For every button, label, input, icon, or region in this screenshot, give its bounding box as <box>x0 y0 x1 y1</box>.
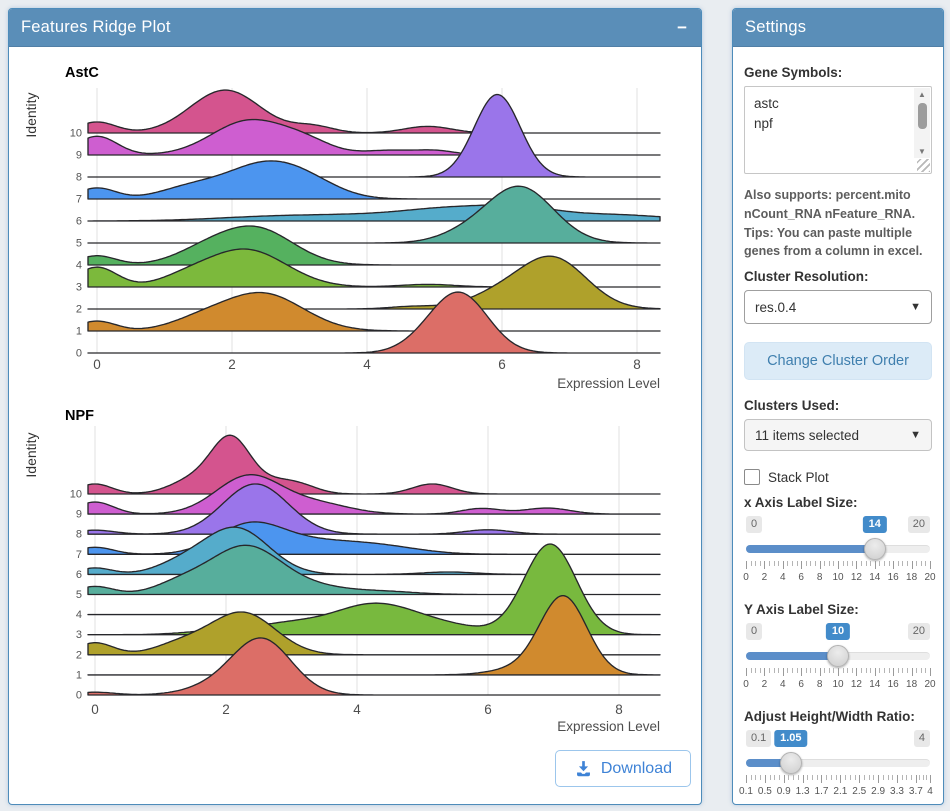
height-width-ratio-label: Adjust Height/Width Ratio: <box>744 709 915 724</box>
settings-body: Gene Symbols: astc npf ▲ ▼ Also supports… <box>733 47 943 804</box>
svg-text:0: 0 <box>91 702 99 717</box>
chevron-down-icon: ▼ <box>910 429 921 441</box>
slider-max-badge: 4 <box>913 730 930 748</box>
x-axis-label-size-slider: 0 20 14 0 2 4 6 8 10 12 14 16 18 20 <box>743 516 936 590</box>
plot-body: 10 9 8 7 6 5 4 3 2 1 0 0 2 4 6 8 Expression Level AstC Ide… <box>9 47 701 787</box>
settings-panel-title: Settings <box>745 18 807 36</box>
slider-grid: 0 2 4 6 8 10 12 14 16 18 20 <box>743 561 936 589</box>
slider-grid: 0 2 4 6 8 10 12 14 16 18 20 <box>743 668 936 696</box>
svg-text:AstC: AstC <box>65 65 99 81</box>
svg-text:9: 9 <box>76 509 82 521</box>
stack-plot-checkbox-row[interactable]: Stack Plot <box>744 469 932 485</box>
textarea-scrollbar[interactable]: ▲ ▼ <box>914 88 930 158</box>
svg-text:1: 1 <box>76 669 82 681</box>
slider-min-badge: 0.1 <box>746 730 772 748</box>
svg-text:2: 2 <box>76 304 82 316</box>
settings-panel: Settings Gene Symbols: astc npf ▲ ▼ Also… <box>732 8 944 805</box>
svg-text:0: 0 <box>76 690 82 702</box>
slider-value-badge: 1.05 <box>774 730 808 748</box>
svg-text:1: 1 <box>76 326 82 338</box>
collapse-minus-icon[interactable]: − <box>677 18 687 37</box>
svg-text:3: 3 <box>76 282 82 294</box>
svg-text:4: 4 <box>76 609 82 621</box>
svg-text:8: 8 <box>615 702 623 717</box>
y-axis-label-size-label: Y Axis Label Size: <box>744 602 859 617</box>
slider-fill <box>746 652 838 660</box>
cluster-resolution-value: res.0.4 <box>755 299 797 315</box>
svg-text:6: 6 <box>484 702 492 717</box>
clusters-used-dropdown[interactable]: 11 items selected ▼ <box>744 419 932 451</box>
gene-symbols-label: Gene Symbols: <box>744 65 843 80</box>
slider-max-badge: 20 <box>907 516 930 534</box>
scrollbar-thumb[interactable] <box>917 103 927 129</box>
svg-text:2: 2 <box>222 702 230 717</box>
chevron-down-icon: ▼ <box>910 301 921 313</box>
resize-grip-icon[interactable] <box>917 159 930 172</box>
svg-text:4: 4 <box>353 702 361 717</box>
svg-text:2: 2 <box>76 649 82 661</box>
svg-text:8: 8 <box>633 357 641 372</box>
slider-handle[interactable] <box>863 538 886 560</box>
clusters-used-value: 11 items selected <box>755 427 860 443</box>
svg-text:Expression Level: Expression Level <box>557 719 660 734</box>
x-axis-label-size-label: x Axis Label Size: <box>744 495 858 510</box>
slider-value-badge: 10 <box>825 623 851 641</box>
slider-track[interactable] <box>746 759 930 767</box>
svg-text:5: 5 <box>76 238 82 250</box>
slider-grid: 0.1 0.5 0.9 1.3 1.7 2.1 2.5 2.9 3.3 3.7 4 <box>739 775 933 803</box>
download-label: Download <box>600 759 672 777</box>
svg-text:6: 6 <box>76 569 82 581</box>
cluster-resolution-select[interactable]: res.0.4 ▼ <box>744 290 932 324</box>
svg-text:8: 8 <box>76 529 82 541</box>
svg-text:0: 0 <box>76 348 82 360</box>
features-ridge-plot-panel: Features Ridge Plot − 10 9 8 7 6 5 4 3 2 1 0 0 2 4 6 8 E… <box>8 8 702 805</box>
svg-text:2: 2 <box>228 357 236 372</box>
svg-text:6: 6 <box>498 357 506 372</box>
slider-fill <box>746 545 875 553</box>
svg-text:0: 0 <box>93 357 101 372</box>
stack-plot-checkbox[interactable] <box>744 469 760 485</box>
svg-text:10: 10 <box>70 128 82 140</box>
slider-min-badge: 0 <box>746 623 763 641</box>
svg-text:NPF: NPF <box>65 408 94 424</box>
settings-panel-header: Settings <box>733 9 943 47</box>
svg-text:4: 4 <box>76 260 82 272</box>
clusters-used-label: Clusters Used: <box>744 398 840 413</box>
svg-text:9: 9 <box>76 150 82 162</box>
slider-handle[interactable] <box>827 645 849 667</box>
download-button[interactable]: Download <box>554 750 691 787</box>
slider-value-badge: 14 <box>862 516 887 534</box>
download-icon <box>574 759 593 778</box>
svg-text:3: 3 <box>76 629 82 641</box>
gene-symbols-input[interactable]: astc npf <box>745 87 913 173</box>
npf-ridge-plot: 10 9 8 7 6 5 4 3 2 1 0 0 2 4 6 8 Expression Level NPF Iden… <box>9 400 699 742</box>
svg-text:5: 5 <box>76 589 82 601</box>
slider-handle[interactable] <box>779 752 802 774</box>
plot-panel-title: Features Ridge Plot <box>21 18 171 36</box>
svg-text:7: 7 <box>76 549 82 561</box>
change-cluster-order-button[interactable]: Change Cluster Order <box>744 342 932 380</box>
svg-text:8: 8 <box>76 172 82 184</box>
stack-plot-label: Stack Plot <box>768 469 829 485</box>
svg-text:10: 10 <box>70 489 82 501</box>
astc-ridge-plot: 10 9 8 7 6 5 4 3 2 1 0 0 2 4 6 8 Expression Level AstC Ide… <box>9 55 699 400</box>
height-width-ratio-slider: 0.1 4 1.05 0.1 0.5 0.9 1.3 1.7 2.1 2.5 2.9 3.3 3.… <box>739 730 933 804</box>
svg-text:Identity: Identity <box>23 92 39 137</box>
svg-text:7: 7 <box>76 194 82 206</box>
slider-max-badge: 20 <box>907 623 930 641</box>
svg-text:Expression Level: Expression Level <box>557 376 660 391</box>
y-axis-label-size-slider: 0 20 10 0 2 4 6 8 10 12 14 16 18 20 <box>743 623 936 697</box>
scroll-down-icon[interactable]: ▼ <box>918 147 926 156</box>
gene-symbols-help-text: Also supports: percent.mito nCount_RNA n… <box>744 188 923 259</box>
svg-text:4: 4 <box>363 357 371 372</box>
svg-text:Identity: Identity <box>23 432 39 477</box>
plot-panel-header: Features Ridge Plot − <box>9 9 701 47</box>
gene-symbols-box: astc npf ▲ ▼ <box>744 86 932 174</box>
scroll-up-icon[interactable]: ▲ <box>918 90 926 99</box>
slider-min-badge: 0 <box>746 516 763 534</box>
cluster-resolution-label: Cluster Resolution: <box>744 269 869 284</box>
slider-fill <box>746 759 791 767</box>
svg-text:6: 6 <box>76 216 82 228</box>
download-row: Download <box>9 742 701 787</box>
